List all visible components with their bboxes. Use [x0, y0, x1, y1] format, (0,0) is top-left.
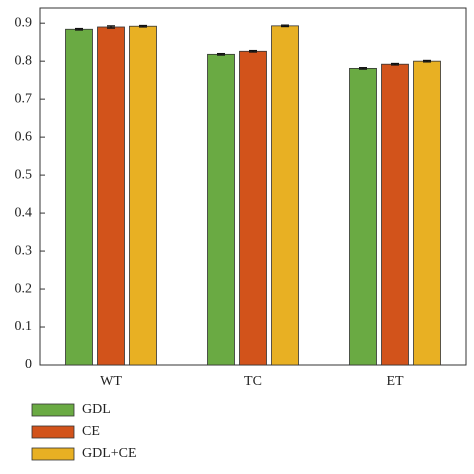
y-tick-label: 0.1 — [15, 319, 33, 334]
legend-swatch — [31, 403, 75, 417]
error-bar — [391, 62, 399, 66]
error-bar — [217, 52, 225, 56]
legend-swatch — [31, 425, 75, 439]
bar — [129, 25, 157, 366]
error-bar — [107, 25, 115, 29]
error-bar — [281, 24, 289, 28]
legend-label: GDL — [82, 402, 111, 417]
error-bar — [423, 59, 431, 63]
y-tick-label: 0.4 — [15, 205, 33, 220]
x-tick-label: ET — [386, 374, 404, 389]
bar — [239, 50, 267, 366]
bar — [413, 60, 441, 366]
y-tick-label: 0.7 — [15, 91, 33, 106]
bar — [207, 53, 235, 366]
error-bar — [359, 67, 367, 70]
y-tick-label: 0 — [25, 357, 32, 372]
error-bar — [139, 24, 147, 28]
legend-label: GDL+CE — [82, 446, 137, 461]
bar — [349, 67, 377, 366]
bar — [97, 26, 125, 366]
legend-swatch — [31, 447, 75, 461]
y-tick-label: 0.2 — [15, 281, 33, 296]
legend-label: CE — [82, 424, 100, 439]
bar — [271, 25, 299, 366]
y-tick-label: 0.9 — [15, 15, 33, 30]
y-tick-label: 0.3 — [15, 243, 33, 258]
error-bar — [75, 27, 83, 31]
x-tick-label: WT — [100, 374, 122, 389]
bar — [65, 28, 93, 366]
bar — [381, 63, 409, 366]
y-tick-label: 0.5 — [15, 167, 33, 182]
y-tick-label: 0.8 — [15, 53, 33, 68]
error-bar — [249, 49, 257, 53]
x-tick-label: TC — [244, 374, 262, 389]
y-tick-label: 0.6 — [15, 129, 33, 144]
